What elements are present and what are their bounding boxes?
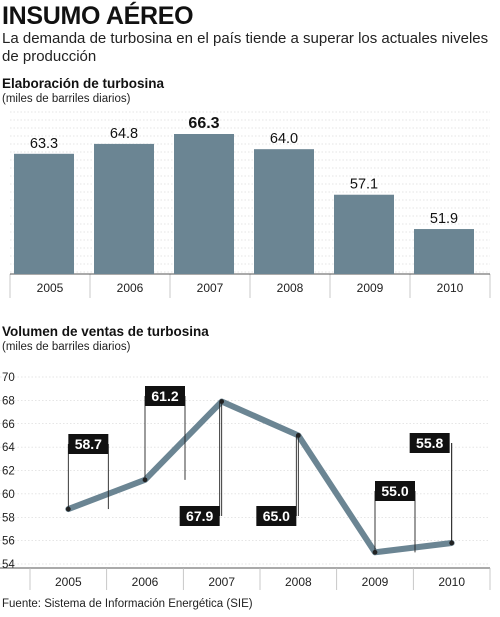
bar-chart-unit: (miles de barriles diarios) xyxy=(2,93,131,105)
data-point xyxy=(65,506,71,512)
value-label-box xyxy=(409,433,450,453)
value-label-box xyxy=(375,481,415,501)
x-tick-label: 2007 xyxy=(208,575,235,589)
x-tick-label: 2006 xyxy=(117,281,144,295)
y-tick-label: 62 xyxy=(2,466,15,478)
x-tick-label: 2010 xyxy=(437,281,464,295)
y-tick-label: 70 xyxy=(2,372,15,384)
value-label: 58.7 xyxy=(75,436,102,452)
x-tick-label: 2009 xyxy=(357,281,384,295)
data-point xyxy=(142,477,148,483)
data-point xyxy=(449,540,455,546)
value-label: 67.9 xyxy=(186,508,213,524)
bar-value-label: 64.0 xyxy=(270,131,298,147)
line-chart-title: Volumen de ventas de turbosina xyxy=(2,324,209,339)
bar xyxy=(414,229,474,274)
y-tick-label: 60 xyxy=(2,489,15,501)
value-label-box xyxy=(256,506,297,526)
y-tick-label: 64 xyxy=(2,442,15,454)
bar-value-label: 51.9 xyxy=(430,211,458,227)
x-tick-label: 2008 xyxy=(285,575,312,589)
value-label: 65.0 xyxy=(263,508,290,524)
y-tick-label: 58 xyxy=(2,512,15,524)
bar-value-label: 64.8 xyxy=(110,126,138,142)
data-point xyxy=(295,433,301,438)
x-tick-label: 2009 xyxy=(362,575,389,589)
value-label-box xyxy=(68,434,109,454)
x-tick-label: 2006 xyxy=(132,575,159,589)
bar xyxy=(14,153,74,274)
bar xyxy=(334,194,394,274)
bar-value-label: 57.1 xyxy=(350,177,378,193)
x-tick-label: 2008 xyxy=(277,281,304,295)
bar xyxy=(94,143,154,274)
value-label: 61.2 xyxy=(151,388,178,404)
x-tick-label: 2010 xyxy=(438,575,465,589)
y-tick-label: 54 xyxy=(2,559,15,571)
y-tick-label: 66 xyxy=(2,419,15,431)
bar-chart: 63.3 2005 64.8 2006 66.3 2007 64.0 2008 57.1 2009… xyxy=(9,111,491,298)
y-tick-label: 68 xyxy=(2,395,15,407)
y-tick-label: 56 xyxy=(2,536,15,548)
source-note: Fuente: Sistema de Información Energétic… xyxy=(2,598,253,610)
value-label-box xyxy=(179,506,220,526)
line-chart-unit: (miles de barriles diarios) xyxy=(2,341,131,353)
x-tick-label: 2007 xyxy=(197,281,224,295)
bar-value-label: 66.3 xyxy=(188,115,219,132)
bar-chart-title: Elaboración de turbosina xyxy=(2,76,165,91)
data-point xyxy=(372,549,378,555)
bar xyxy=(174,134,234,274)
value-label: 55.8 xyxy=(416,435,443,451)
series-line xyxy=(65,398,455,556)
data-point xyxy=(219,399,225,404)
value-label: 55.0 xyxy=(381,483,408,499)
value-label-box xyxy=(145,386,185,406)
bar-value-label: 63.3 xyxy=(30,136,58,152)
page-subtitle: La demanda de turbosina en el país tiend… xyxy=(2,30,489,65)
x-tick-label: 2005 xyxy=(55,575,82,589)
page-title: INSUMO AÉREO xyxy=(2,2,194,30)
bar xyxy=(254,149,314,274)
x-tick-label: 2005 xyxy=(37,281,64,295)
